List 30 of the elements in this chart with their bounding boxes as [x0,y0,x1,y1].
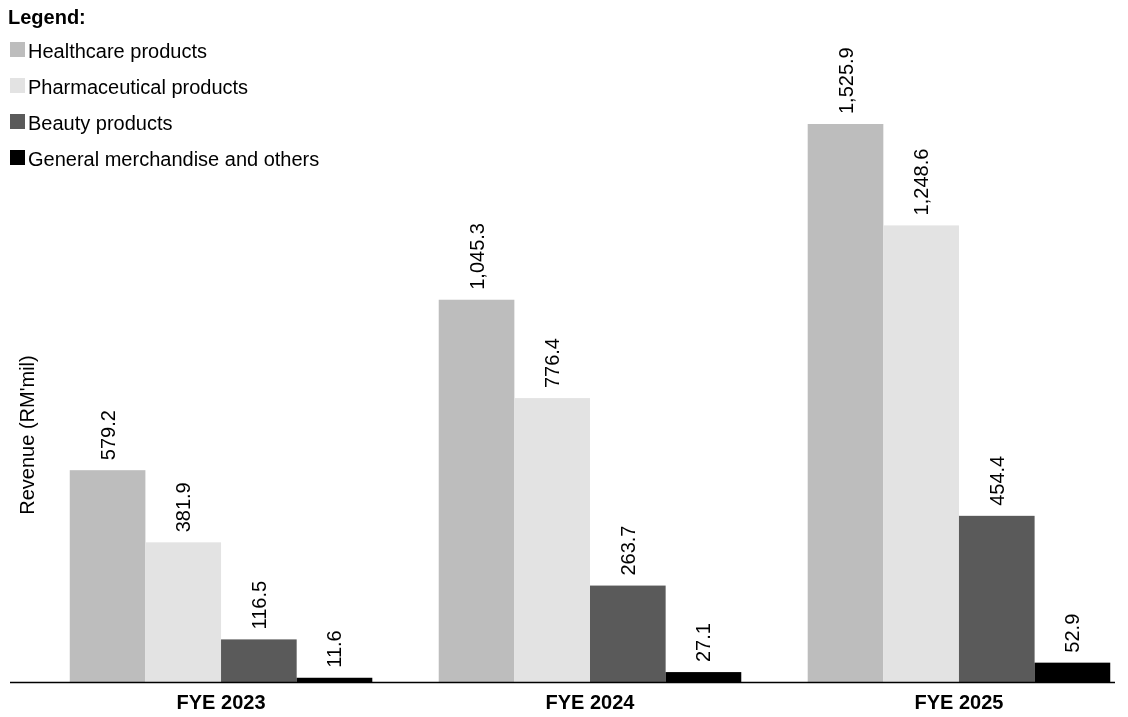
legend-label: Beauty products [28,112,173,134]
data-label: 263.7 [616,525,639,576]
bar [807,124,884,682]
data-label: 381.9 [172,482,195,533]
data-label: 52.9 [1061,613,1084,653]
y-axis-title: Revenue (RM'mil) [16,355,38,515]
bar [590,585,666,682]
data-label: 1,525.9 [834,47,857,114]
legend-label: Pharmaceutical products [28,76,249,98]
data-label: 579.2 [96,410,119,461]
x-tick-label: FYE 2023 [176,691,266,713]
bar [958,515,1035,682]
data-label: 1,045.3 [465,223,488,290]
bar [145,542,222,682]
legend-title: Legend: [8,6,86,28]
data-label: 776.4 [541,338,564,389]
data-label: 11.6 [323,630,346,668]
bar [883,225,959,682]
legend-label: Healthcare products [28,40,207,62]
bar [438,299,515,682]
bar [514,398,590,682]
x-tick-label: FYE 2025 [914,691,1004,713]
x-tick-label: FYE 2024 [545,691,636,713]
bar [221,639,297,682]
legend-label: General merchandise and others [28,148,320,170]
data-label: 116.5 [247,580,270,630]
data-label: 1,248.6 [910,148,933,216]
data-label: 27.1 [692,623,715,663]
bar [69,470,146,682]
data-label: 454.4 [985,455,1008,506]
